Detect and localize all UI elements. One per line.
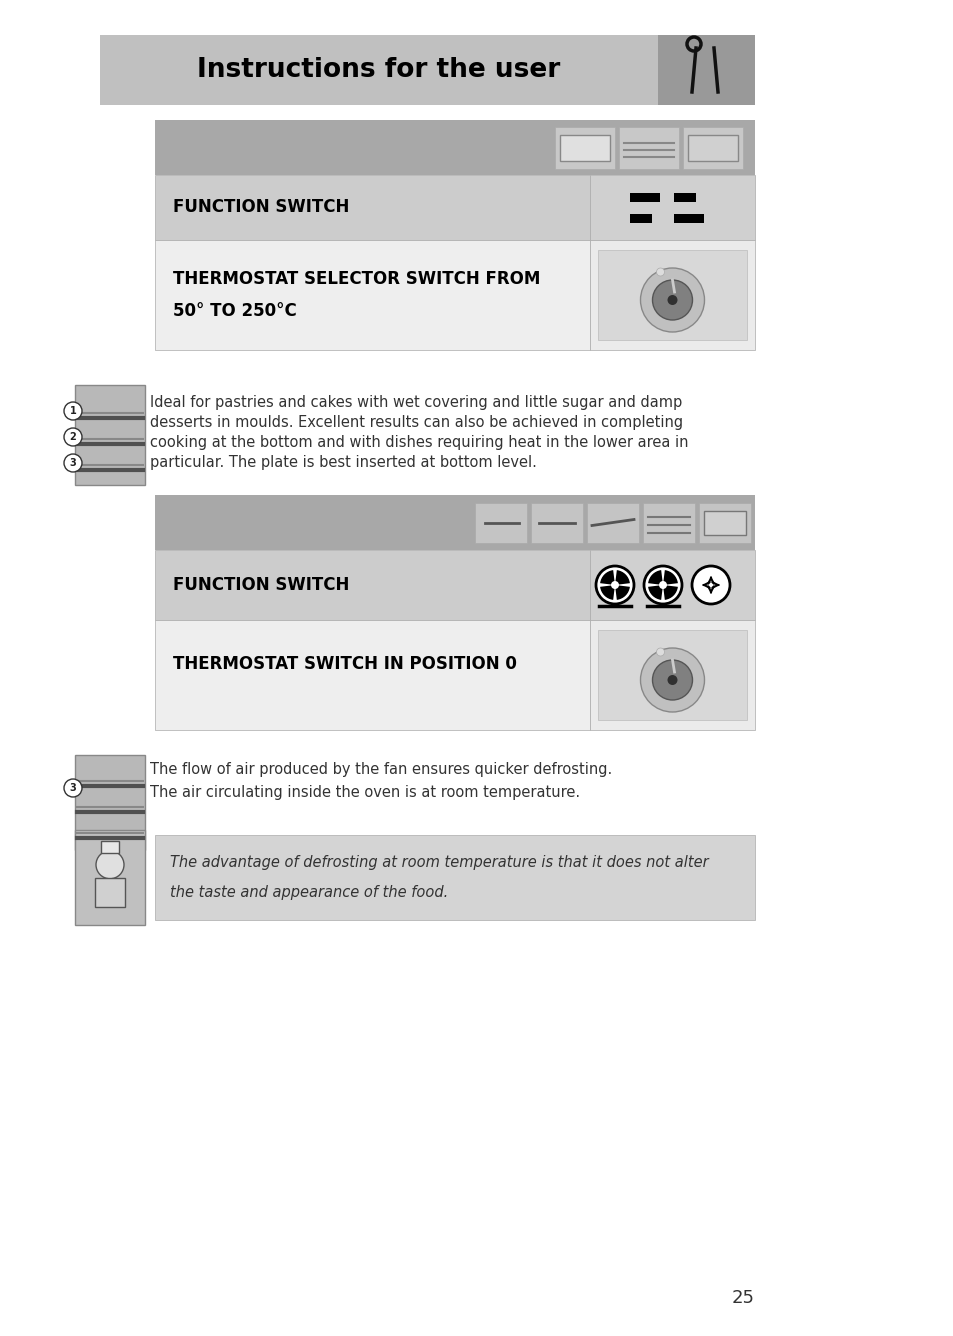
Text: Ideal for pastries and cakes with wet covering and little sugar and damp: Ideal for pastries and cakes with wet co…	[150, 395, 681, 410]
Circle shape	[64, 428, 82, 446]
Text: THERMOSTAT SELECTOR SWITCH FROM: THERMOSTAT SELECTOR SWITCH FROM	[172, 270, 539, 287]
Circle shape	[656, 269, 664, 277]
Bar	[75, 830, 145, 925]
Circle shape	[652, 281, 692, 321]
Circle shape	[96, 851, 124, 879]
Circle shape	[652, 660, 692, 700]
Wedge shape	[615, 570, 629, 585]
Circle shape	[667, 675, 677, 685]
Bar	[658, 35, 754, 106]
Text: Instructions for the user: Instructions for the user	[197, 57, 560, 83]
Text: 50° TO 250°C: 50° TO 250°C	[172, 302, 296, 321]
Circle shape	[610, 581, 618, 589]
Bar	[589, 240, 754, 350]
Wedge shape	[599, 585, 615, 600]
Wedge shape	[599, 570, 615, 585]
Text: 3: 3	[70, 458, 76, 468]
Bar	[630, 214, 652, 223]
Bar	[75, 385, 145, 485]
Bar	[154, 620, 589, 729]
Wedge shape	[615, 585, 629, 600]
Wedge shape	[662, 570, 678, 585]
Bar	[75, 755, 145, 850]
Bar	[699, 502, 750, 542]
Text: 2: 2	[70, 432, 76, 442]
Circle shape	[691, 566, 729, 604]
Text: cooking at the bottom and with dishes requiring heat in the lower area in: cooking at the bottom and with dishes re…	[150, 436, 688, 450]
Circle shape	[64, 402, 82, 420]
Circle shape	[656, 648, 664, 656]
Bar	[154, 120, 754, 175]
Bar	[555, 127, 615, 168]
Text: The flow of air produced by the fan ensures quicker defrosting.: The flow of air produced by the fan ensu…	[150, 762, 612, 778]
Bar	[100, 35, 658, 106]
Wedge shape	[662, 585, 678, 600]
Bar	[682, 127, 742, 168]
Text: FUNCTION SWITCH: FUNCTION SWITCH	[172, 199, 349, 216]
Text: 1: 1	[70, 406, 76, 415]
Bar	[586, 502, 639, 542]
Circle shape	[596, 566, 634, 604]
Wedge shape	[647, 585, 662, 600]
Bar	[589, 175, 754, 240]
Bar	[589, 550, 754, 620]
Bar	[559, 135, 609, 160]
Bar	[154, 496, 754, 550]
Circle shape	[64, 454, 82, 472]
Circle shape	[639, 648, 703, 712]
Circle shape	[659, 581, 666, 589]
Text: the taste and appearance of the food.: the taste and appearance of the food.	[170, 886, 448, 900]
Text: FUNCTION SWITCH: FUNCTION SWITCH	[172, 576, 349, 595]
Text: particular. The plate is best inserted at bottom level.: particular. The plate is best inserted a…	[150, 456, 537, 470]
Bar	[618, 127, 679, 168]
Bar	[589, 620, 754, 729]
Bar	[687, 135, 738, 160]
Text: The advantage of defrosting at room temperature is that it does not alter: The advantage of defrosting at room temp…	[170, 855, 708, 870]
Bar	[154, 175, 589, 240]
Circle shape	[667, 295, 677, 305]
Bar	[598, 250, 746, 339]
Bar	[703, 510, 745, 534]
Circle shape	[639, 269, 703, 333]
Circle shape	[643, 566, 681, 604]
Circle shape	[64, 779, 82, 798]
Bar	[154, 550, 589, 620]
Bar	[630, 192, 659, 202]
Text: THERMOSTAT SWITCH IN POSITION 0: THERMOSTAT SWITCH IN POSITION 0	[172, 655, 517, 673]
Text: desserts in moulds. Excellent results can also be achieved in completing: desserts in moulds. Excellent results ca…	[150, 415, 682, 430]
Bar	[674, 214, 703, 223]
Bar	[674, 192, 696, 202]
Bar	[154, 240, 589, 350]
Bar	[531, 502, 582, 542]
Bar	[598, 631, 746, 720]
Text: 25: 25	[731, 1289, 754, 1307]
Text: 3: 3	[70, 783, 76, 794]
Text: The air circulating inside the oven is at room temperature.: The air circulating inside the oven is a…	[150, 786, 579, 800]
Bar	[642, 502, 695, 542]
Bar	[154, 835, 754, 921]
Bar	[475, 502, 526, 542]
Bar	[95, 878, 125, 907]
Wedge shape	[647, 570, 662, 585]
Bar	[101, 840, 119, 852]
